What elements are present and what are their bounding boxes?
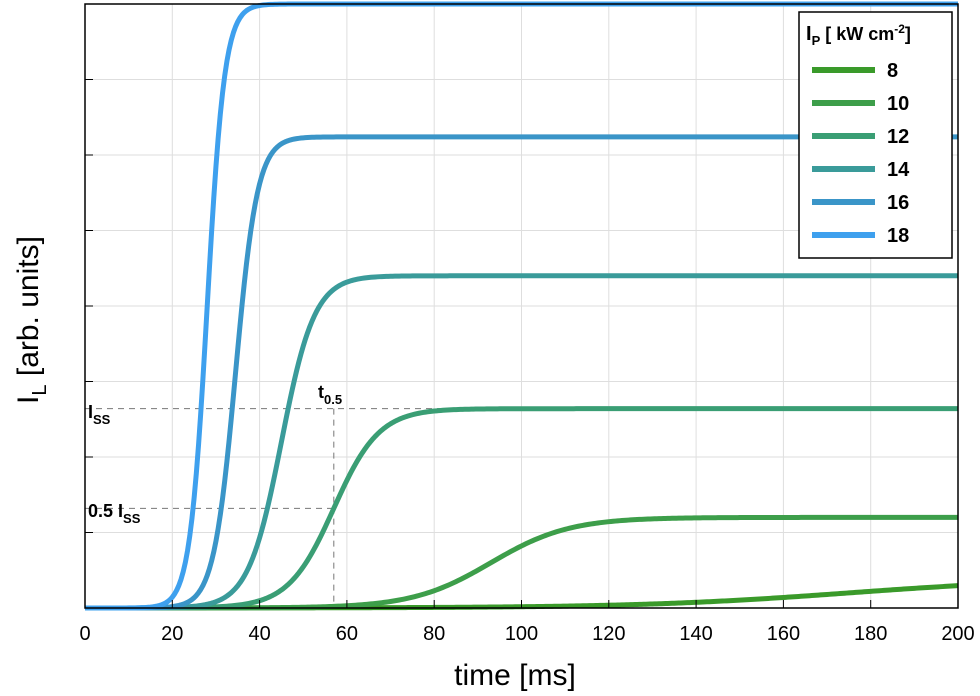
half-iss-label: 0.5 ISS [88,501,141,526]
y-axis-title-subscript: L [29,384,51,395]
x-tick-label: 120 [592,623,625,645]
legend-label-16: 16 [887,192,909,214]
legend-label-8: 8 [887,60,898,82]
plot-frame [84,3,959,609]
x-tick-label: 180 [854,623,887,645]
reference-lines [85,408,470,608]
x-tick-label: 160 [767,623,800,645]
legend-items: 8 10 12 14 16 18 [812,60,910,247]
x-tick-label: 140 [679,623,712,645]
series-line-12 [84,406,959,611]
x-tick-label: 200 [941,623,974,645]
legend: IP [ kW cm-2] 8 10 12 14 16 18 [798,11,953,259]
x-tick-label: 40 [248,623,270,645]
x-tick-label: 100 [505,623,538,645]
legend-title: IP [ kW cm-2] [806,22,911,48]
legend-label-12: 12 [887,126,909,148]
x-axis-title: time [ms] [454,659,576,692]
legend-label-10: 10 [887,93,909,115]
t-half-label: t0.5 [318,382,342,407]
y-axis-title-main: I [12,396,45,404]
annotations: ISS 0.5 ISS t0.5 [88,382,342,526]
x-tick-label: 80 [423,623,445,645]
legend-label-18: 18 [887,225,909,247]
x-tick-label: 0 [79,623,90,645]
x-tick-label: 20 [161,623,183,645]
x-tick-label: 60 [336,623,358,645]
iss-label: ISS [88,402,111,427]
series-line-14 [84,273,959,611]
y-axis-title: IL [arb. units] [12,236,51,404]
y-axis-title-rest: [arb. units] [12,236,45,384]
legend-label-14: 14 [887,159,910,181]
x-axis-ticks: 0 20 40 60 80 100 120 140 160 180 200 [79,623,974,645]
